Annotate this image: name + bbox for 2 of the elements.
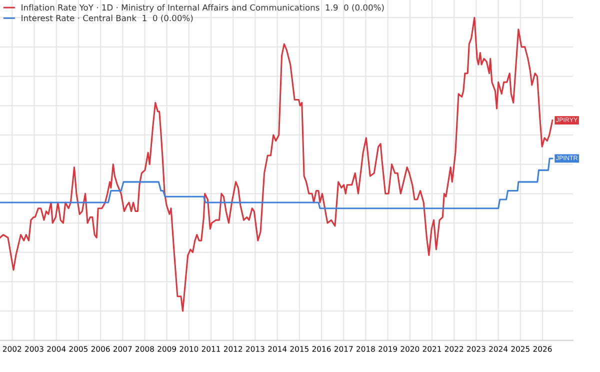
legend-label: Inflation Rate YoY · 1D · Ministry of Internal Affairs and Communications 1.9 0 (0.00%) [22, 4, 384, 12]
legend-label: Interest Rate · Central Bank 1 0 (0.00%) [22, 14, 193, 22]
